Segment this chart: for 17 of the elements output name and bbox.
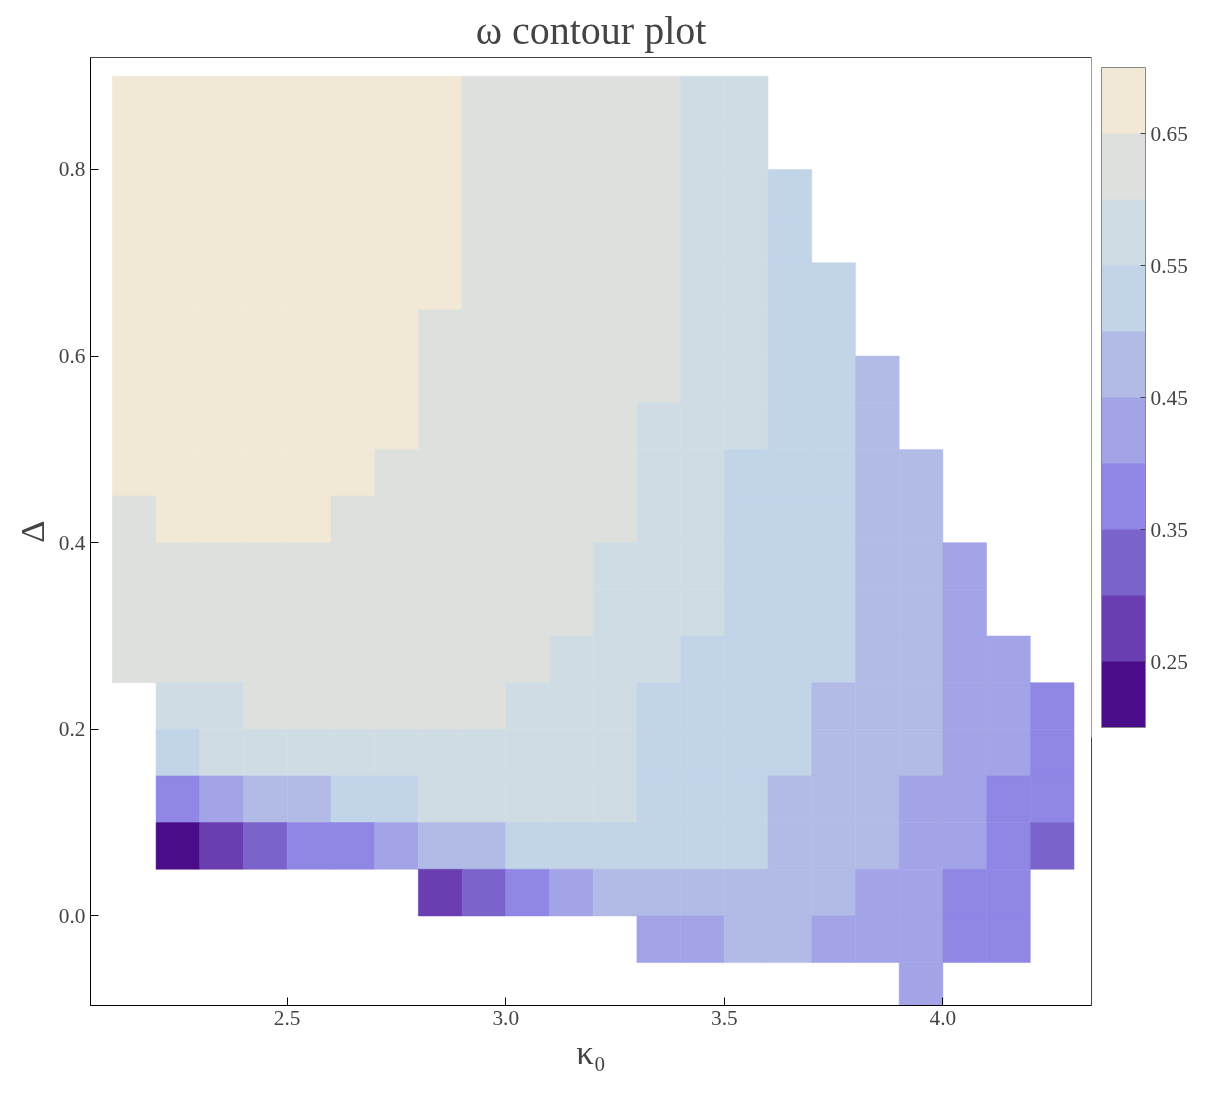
- color-bar-label: 0.45: [1150, 385, 1188, 410]
- y-tick-label: 0.0: [58, 903, 86, 928]
- color-bar-label: 0.25: [1150, 649, 1188, 674]
- x-tick-label: 3.0: [492, 1005, 520, 1030]
- x-axis-title: κ₀: [576, 1032, 606, 1071]
- y-tick-label: 0.4: [58, 530, 86, 555]
- y-tick-label: 0.8: [58, 157, 86, 182]
- x-tick-label: 2.5: [273, 1005, 301, 1030]
- color-bar-label: 0.55: [1150, 253, 1188, 278]
- chart-title: ω contour plot: [475, 7, 707, 53]
- y-tick-label: 0.6: [58, 344, 86, 369]
- x-tick-label: 4.0: [929, 1005, 957, 1030]
- color-bar-label: 0.65: [1150, 121, 1188, 146]
- y-tick-label: 0.2: [58, 717, 86, 742]
- y-axis-title: Δ: [12, 520, 51, 543]
- x-tick-label: 3.5: [710, 1005, 738, 1030]
- color-bar-label: 0.35: [1150, 517, 1188, 542]
